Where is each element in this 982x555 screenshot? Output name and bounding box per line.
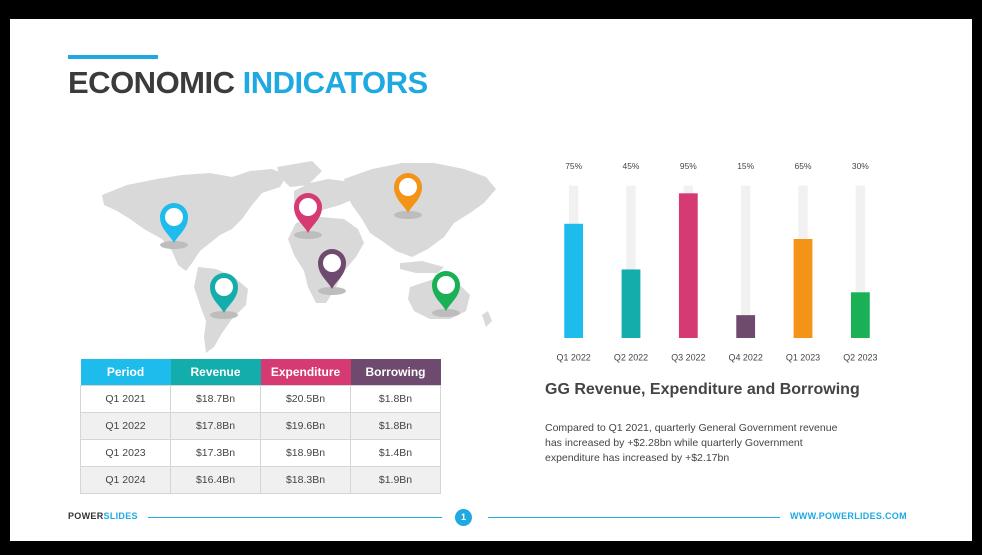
footer-divider-right <box>488 517 780 518</box>
cell-borrowing: $1.8Bn <box>350 412 441 440</box>
cell-expenditure: $19.6Bn <box>260 412 351 440</box>
cell-period: Q1 2022 <box>80 412 171 440</box>
cell-revenue: $17.3Bn <box>170 439 261 467</box>
pin-marker-hole <box>399 178 417 196</box>
cell-revenue: $17.8Bn <box>170 412 261 440</box>
table-row: Q1 2024 $16.4Bn $18.3Bn $1.9Bn <box>80 466 441 494</box>
asia-shape <box>344 163 496 257</box>
cell-period: Q1 2021 <box>80 385 171 413</box>
page-number: 1 <box>455 509 472 526</box>
world-map <box>102 161 496 353</box>
cell-borrowing: $1.8Bn <box>350 385 441 413</box>
pin-shadow <box>432 309 460 317</box>
header-expenditure: Expenditure <box>260 359 351 386</box>
cell-revenue: $16.4Bn <box>170 466 261 494</box>
bar-category-label: Q4 2022 <box>729 353 763 363</box>
table-header-row: Period Revenue Expenditure Borrowing <box>80 359 441 386</box>
cell-expenditure: $18.9Bn <box>260 439 351 467</box>
cell-period: Q1 2023 <box>80 439 171 467</box>
pin-shadow <box>210 311 238 319</box>
brand-part-1: POWER <box>68 511 104 521</box>
bar-category-label: Q2 2023 <box>843 353 877 363</box>
pin-marker-hole <box>437 276 455 294</box>
bar <box>793 238 813 338</box>
cell-borrowing: $1.9Bn <box>350 466 441 494</box>
title-accent-line <box>68 55 158 59</box>
cell-expenditure: $20.5Bn <box>260 385 351 413</box>
bar-category-label: Q1 2022 <box>557 353 591 363</box>
pin-marker-hole <box>215 278 233 296</box>
bar-chart: 75% Q1 2022 45% Q2 2022 95% Q3 2022 15% Q4 2022… <box>557 161 878 363</box>
header-period: Period <box>80 359 171 386</box>
pin-russia <box>394 173 422 219</box>
bar <box>850 292 870 338</box>
bar-category-label: Q1 2023 <box>786 353 820 363</box>
pin-south-america <box>210 273 238 319</box>
world-map-continents <box>102 161 496 353</box>
bar-value-label: 15% <box>737 161 754 171</box>
bar-track <box>855 185 866 338</box>
description-text: Compared to Q1 2021, quarterly General G… <box>545 422 838 464</box>
footer: POWERSLIDES 1 WWW.POWERLIDES.COM <box>10 499 972 529</box>
pin-north-america <box>160 203 188 249</box>
bar-category-label: Q2 2022 <box>614 353 648 363</box>
map-pins <box>160 173 460 319</box>
cell-borrowing: $1.4Bn <box>350 439 441 467</box>
indicators-table: Period Revenue Expenditure Borrowing Q1 … <box>80 359 441 494</box>
brand-part-2: SLIDES <box>103 511 138 521</box>
bar-track <box>740 185 751 338</box>
pin-shadow <box>394 211 422 219</box>
title-part-2: INDICATORS <box>242 65 429 100</box>
greenland-shape <box>277 161 322 187</box>
website-link[interactable]: WWW.POWERLIDES.COM <box>790 511 907 521</box>
new-zealand-shape <box>482 311 492 327</box>
pin-marker-hole <box>299 198 317 216</box>
table-row: Q1 2022 $17.8Bn $19.6Bn $1.8Bn <box>80 412 441 440</box>
pin-africa <box>318 249 346 295</box>
pin-marker-hole <box>323 254 341 272</box>
pin-australia <box>432 271 460 317</box>
pin-shadow <box>160 241 188 249</box>
pin-europe <box>294 193 322 239</box>
bar-value-label: 65% <box>795 161 812 171</box>
bar <box>621 269 641 338</box>
brand-logo: POWERSLIDES <box>68 511 138 521</box>
pin-marker-hole <box>165 208 183 226</box>
footer-divider-left <box>148 517 442 518</box>
cell-period: Q1 2024 <box>80 466 171 494</box>
indonesia-shape <box>400 261 444 273</box>
header-revenue: Revenue <box>170 359 261 386</box>
page-title: ECONOMIC INDICATORS <box>68 65 428 101</box>
table-row: Q1 2023 $17.3Bn $18.9Bn $1.4Bn <box>80 439 441 467</box>
slide: ECONOMIC INDICATORS <box>10 19 972 541</box>
table-row: Q1 2021 $18.7Bn $20.5Bn $1.8Bn <box>80 385 441 413</box>
bar <box>564 223 584 338</box>
title-part-1: ECONOMIC <box>68 65 235 100</box>
pin-shadow <box>318 287 346 295</box>
bar-value-label: 75% <box>565 161 582 171</box>
header-borrowing: Borrowing <box>350 359 441 386</box>
north-america-shape <box>102 169 287 271</box>
bar <box>678 193 698 338</box>
bar-value-label: 30% <box>852 161 869 171</box>
bar <box>736 315 756 338</box>
bar-value-label: 45% <box>623 161 640 171</box>
chart-subtitle: GG Revenue, Expenditure and Borrowing <box>545 381 860 398</box>
bar-category-label: Q3 2022 <box>671 353 705 363</box>
pin-shadow <box>294 231 322 239</box>
cell-revenue: $18.7Bn <box>170 385 261 413</box>
bar-track <box>626 185 636 338</box>
cell-expenditure: $18.3Bn <box>260 466 351 494</box>
bar-value-label: 95% <box>680 161 697 171</box>
